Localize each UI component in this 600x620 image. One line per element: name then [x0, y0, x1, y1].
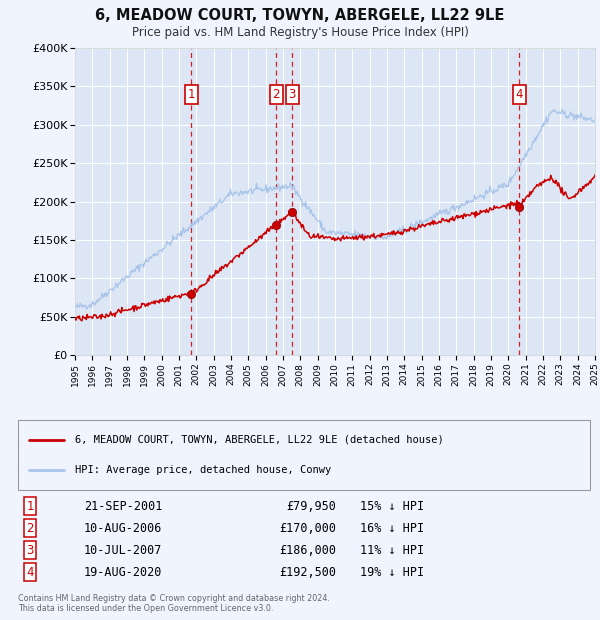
Text: 4: 4: [515, 87, 523, 100]
Text: 4: 4: [26, 565, 34, 578]
Text: £79,950: £79,950: [286, 500, 336, 513]
Text: 1: 1: [188, 87, 195, 100]
Text: 3: 3: [289, 87, 296, 100]
Text: HPI: Average price, detached house, Conwy: HPI: Average price, detached house, Conw…: [75, 466, 331, 476]
Text: 2: 2: [26, 521, 34, 534]
Text: 21-SEP-2001: 21-SEP-2001: [84, 500, 163, 513]
Text: Contains HM Land Registry data © Crown copyright and database right 2024.
This d: Contains HM Land Registry data © Crown c…: [18, 594, 330, 613]
Text: 6, MEADOW COURT, TOWYN, ABERGELE, LL22 9LE (detached house): 6, MEADOW COURT, TOWYN, ABERGELE, LL22 9…: [75, 435, 444, 445]
Text: 15% ↓ HPI: 15% ↓ HPI: [360, 500, 424, 513]
Text: £192,500: £192,500: [279, 565, 336, 578]
Text: Price paid vs. HM Land Registry's House Price Index (HPI): Price paid vs. HM Land Registry's House …: [131, 26, 469, 39]
Text: 16% ↓ HPI: 16% ↓ HPI: [360, 521, 424, 534]
Text: 6, MEADOW COURT, TOWYN, ABERGELE, LL22 9LE: 6, MEADOW COURT, TOWYN, ABERGELE, LL22 9…: [95, 8, 505, 23]
Text: 2: 2: [272, 87, 280, 100]
Text: 19% ↓ HPI: 19% ↓ HPI: [360, 565, 424, 578]
Text: £186,000: £186,000: [279, 544, 336, 557]
Text: 10-AUG-2006: 10-AUG-2006: [84, 521, 163, 534]
Text: £170,000: £170,000: [279, 521, 336, 534]
Text: 1: 1: [26, 500, 34, 513]
Text: 10-JUL-2007: 10-JUL-2007: [84, 544, 163, 557]
Text: 11% ↓ HPI: 11% ↓ HPI: [360, 544, 424, 557]
Text: 19-AUG-2020: 19-AUG-2020: [84, 565, 163, 578]
Text: 3: 3: [26, 544, 34, 557]
